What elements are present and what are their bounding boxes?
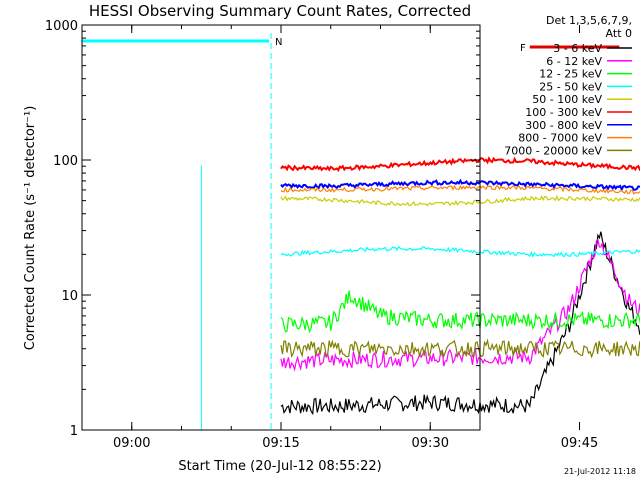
legend-entry-label: 12 - 25 keV bbox=[539, 68, 602, 81]
series-line-0 bbox=[280, 231, 640, 416]
legend-entry-label: 100 - 300 keV bbox=[525, 106, 602, 119]
series-line-1 bbox=[280, 238, 640, 372]
series-line-5 bbox=[280, 156, 640, 173]
series-line-7 bbox=[280, 184, 640, 195]
series-line-6 bbox=[280, 178, 640, 192]
legend-entry-label: 3 - 6 keV bbox=[553, 42, 602, 55]
x-tick-label: 09:45 bbox=[561, 436, 598, 451]
legend-header-line-1: Det 1,3,5,6,7,9, bbox=[546, 14, 632, 27]
legend-entry-label: 50 - 100 keV bbox=[532, 93, 602, 106]
series-line-8 bbox=[280, 338, 640, 359]
x-tick-label: 09:30 bbox=[412, 436, 449, 451]
series-line-3 bbox=[280, 245, 640, 258]
legend-header-line-2: Att 0 bbox=[606, 27, 632, 40]
night-marker-label: N bbox=[275, 37, 282, 48]
series-line-4 bbox=[280, 194, 640, 207]
y-tick-label: 1000 bbox=[45, 19, 78, 34]
legend-entry-label: 25 - 50 keV bbox=[539, 80, 602, 93]
y-tick-label: 100 bbox=[53, 154, 78, 169]
y-axis-label: Corrected Count Rate (s⁻¹ detector⁻¹) bbox=[23, 106, 38, 351]
y-tick-label: 1 bbox=[70, 424, 78, 439]
timestamp: 21-Jul-2012 11:18 bbox=[564, 467, 636, 476]
flare-marker-label: F bbox=[520, 43, 526, 54]
x-axis-label: Start Time (20-Jul-12 08:55:22) bbox=[178, 459, 381, 474]
x-tick-label: 09:00 bbox=[113, 436, 150, 451]
x-tick-label: 09:15 bbox=[262, 436, 299, 451]
legend-entry-label: 7000 - 20000 keV bbox=[504, 144, 602, 157]
legend-entry-label: 800 - 7000 keV bbox=[518, 132, 602, 145]
chart-title: HESSI Observing Summary Count Rates, Cor… bbox=[89, 2, 471, 20]
legend-entry-label: 300 - 800 keV bbox=[525, 119, 602, 132]
y-tick-label: 10 bbox=[61, 289, 78, 304]
series-line-2 bbox=[280, 290, 640, 334]
legend-entry-label: 6 - 12 keV bbox=[546, 55, 602, 68]
